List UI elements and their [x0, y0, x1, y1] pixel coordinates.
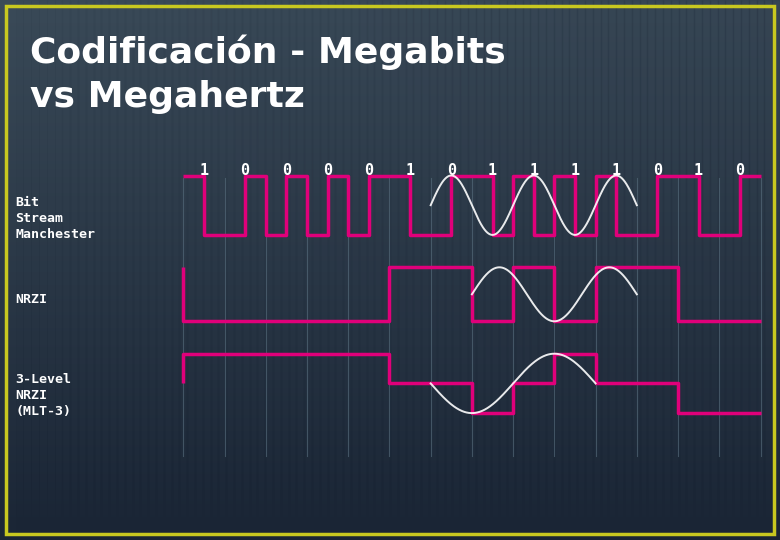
- Text: 1: 1: [406, 163, 415, 178]
- Text: 0: 0: [447, 163, 456, 178]
- Text: 0: 0: [240, 163, 250, 178]
- Text: 1: 1: [694, 163, 704, 178]
- Text: 1: 1: [612, 163, 621, 178]
- Text: 1: 1: [200, 163, 208, 178]
- Text: 0: 0: [653, 163, 662, 178]
- Text: Codificación - Megabits: Codificación - Megabits: [30, 35, 505, 71]
- Text: 1: 1: [488, 163, 497, 178]
- Text: 1: 1: [570, 163, 580, 178]
- Text: Bit
Stream
Manchester: Bit Stream Manchester: [15, 196, 95, 241]
- Text: 0: 0: [282, 163, 291, 178]
- Text: 0: 0: [323, 163, 332, 178]
- Text: 0: 0: [364, 163, 374, 178]
- Text: 0: 0: [736, 163, 744, 178]
- Text: vs Megahertz: vs Megahertz: [30, 80, 305, 114]
- Text: NRZI: NRZI: [15, 293, 47, 306]
- Text: 1: 1: [529, 163, 538, 178]
- Text: 3-Level
NRZI
(MLT-3): 3-Level NRZI (MLT-3): [15, 373, 71, 418]
